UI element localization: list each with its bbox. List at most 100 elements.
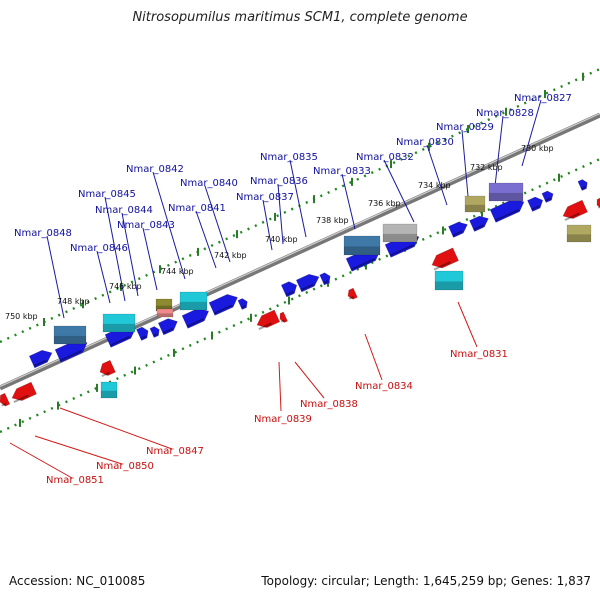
forward-gene-arrow [136,326,149,341]
scale-label: 750 kbp [5,312,38,321]
forward-gene-arrow-body [136,326,149,341]
forward-gene-arrow-body [208,294,238,316]
scale-label: 734 kbp [418,181,451,190]
forward-scale-dots [0,67,600,344]
olive-feature [464,195,486,213]
forward-gene-arrow [319,272,331,286]
forward-gene-arrow-body [280,281,298,298]
forward-gene-arrow [237,298,248,310]
purple-feature [488,182,524,202]
olive-feature-shade [156,305,172,311]
reverse-gene-arrow-body [279,311,288,323]
reverse-gene-arrow-body [256,309,281,328]
forward-gene-arrow-body [541,190,554,203]
forward-gene-arrow-shade [162,327,174,335]
cyan-feature [102,313,136,333]
forward-leader-line [277,183,284,245]
accession-text: Accession: NC_010085 [9,574,146,588]
gray-feature-shade [383,233,417,242]
forward-leader-line [426,144,448,206]
genome-backbone [0,112,600,391]
scale-label: 740 kbp [265,235,298,244]
scale-label: 746 kbp [109,282,142,291]
scale-label: 744 kbp [161,267,194,276]
forward-gene-arrow-body [237,298,248,310]
cyan-feature [179,291,208,311]
forward-gene-arrow-shade [323,280,329,285]
forward-leader-line [104,196,126,302]
forward-gene-arrow-shade [140,335,147,340]
reverse-leader-line [364,333,383,381]
forward-gene-arrow-shade [109,335,131,347]
forward-gene-arrow-shade [389,243,415,257]
reverse-leader-line [294,361,325,399]
forward-gene-arrow-shade [544,197,552,202]
forward-gene-arrow-shade [152,332,159,337]
reverse-gene-arrow [0,392,11,407]
forward-gene-label: Nmar_0848 [14,228,72,239]
reverse-leader-line [278,361,282,412]
forward-leader-line [494,115,504,187]
forward-gene-arrow-shade [473,224,484,231]
reverse-gene-arrow-shade [433,261,451,271]
reverse-gene-arrow-body [11,381,37,401]
reverse-gene-arrow [347,287,358,300]
forward-gene-label: Nmar_0829 [436,122,494,133]
reverse-scale-dots [0,157,600,434]
forward-gene-arrow [208,294,238,316]
reverse-leader-line [9,442,73,479]
forward-gene-label: Nmar_0827 [514,93,572,104]
forward-gene-arrow-shade [580,185,587,190]
cyan-feature-face [179,291,208,311]
forward-leader-line [341,173,356,230]
genome-summary-text: Topology: circular; Length: 1,645,259 bp… [261,574,591,588]
forward-leader-line [262,199,273,251]
forward-leader-line [383,159,415,223]
cyan-feature [100,381,118,399]
reverse-gene-arrow [596,197,600,209]
forward-gene-arrow-body [149,326,160,338]
reverse-gene-arrow [11,381,37,404]
forward-gene-arrow-shade [350,257,376,271]
forward-gene-arrow-body [577,179,588,191]
genome-backbone-highlight [0,112,600,388]
forward-gene-label: Nmar_0832 [356,152,414,163]
gray-feature [382,223,418,243]
forward-gene-arrow [541,190,554,203]
forward-gene-arrow-shade [213,304,233,315]
reverse-gene-label: Nmar_0850 [96,461,154,472]
feature-labels: Nmar_0827 Nmar_0828 Nmar_0829 Nmar_0830 Nmar… [14,93,572,486]
forward-gene-arrow [28,349,53,369]
cyan-feature-shade [180,301,207,310]
forward-gene-arrow-body [448,221,468,238]
forward-leader-line [142,227,158,291]
olive-feature-face [566,224,592,243]
forward-gene-arrow [527,196,544,212]
label-leader-lines [9,99,542,479]
pink-feature-shade [157,313,173,317]
steelblue-feature-shade [344,246,380,255]
reverse-gene-label: Nmar_0838 [300,399,358,410]
olive-feature-face [464,195,486,213]
scale-labels: 730 kbp 732 kbp 734 kbp 736 kbp 738 kbp 740 k… [5,144,554,321]
forward-gene-label: Nmar_0846 [70,243,128,254]
steelblue-feature-face [343,235,381,256]
reverse-gene-arrow-shade [101,371,110,378]
reverse-gene-arrow [562,199,588,222]
reverse-gene-arrow [256,309,281,331]
forward-gene-arrow [157,318,178,336]
forward-gene-arrow-shade [285,290,294,297]
forward-gene-arrow-shade [300,283,315,292]
forward-gene-arrow-shade [531,205,540,211]
forward-gene-label: Nmar_0844 [95,205,153,216]
reverse-gene-label: Nmar_0831 [450,349,508,360]
forward-leader-line [195,210,217,269]
forward-leader-line [152,171,186,280]
scale-label: 738 kbp [316,216,349,225]
forward-leader-line [96,250,111,304]
reverse-gene-label: Nmar_0851 [46,475,104,486]
reverse-leader-line [34,435,123,465]
reverse-gene-arrow-shade [280,319,285,323]
forward-leader-line [521,99,542,167]
